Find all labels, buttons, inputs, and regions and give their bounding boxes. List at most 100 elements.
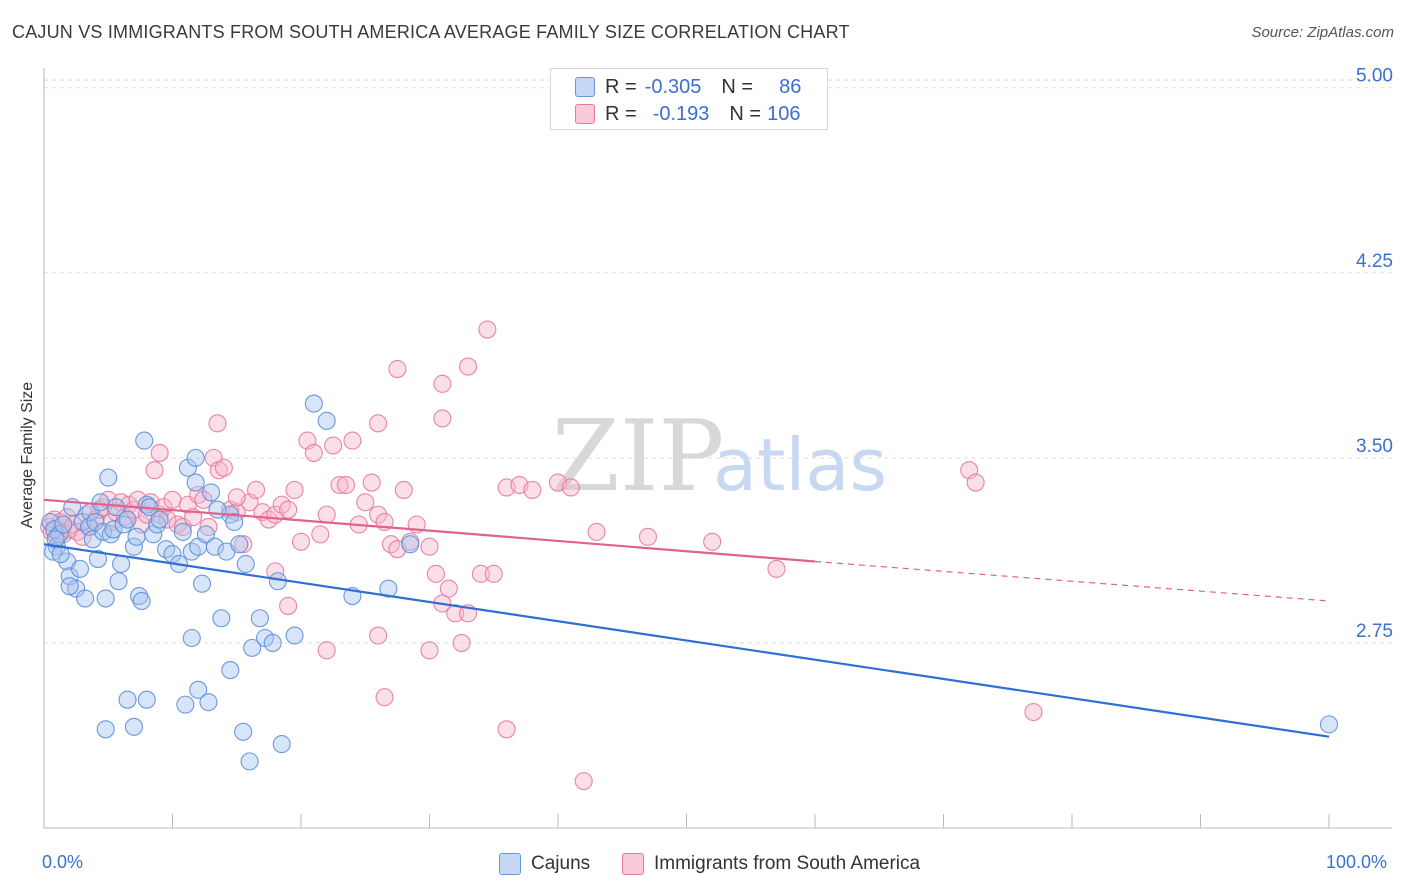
cajuns-point: [317, 411, 336, 430]
legend-n-value: 86: [779, 75, 802, 98]
chart-title: CAJUN VS IMMIGRANTS FROM SOUTH AMERICA A…: [12, 22, 850, 42]
cajuns-point: [196, 525, 215, 544]
cajuns-point: [109, 572, 128, 591]
cajuns-point: [225, 512, 244, 532]
bottom-legend-label-immigrants: Immigrants from South America: [654, 853, 921, 874]
cajuns-point: [91, 493, 110, 512]
bottom-legend-swatch-pink: [622, 853, 644, 875]
immigrants-point: [574, 772, 593, 791]
immigrants-point: [208, 414, 227, 433]
cajuns-point: [132, 591, 151, 611]
immigrants-point: [227, 488, 246, 507]
immigrants-point: [587, 522, 606, 541]
immigrants-point: [433, 409, 452, 428]
immigrants-point: [388, 359, 407, 379]
cajuns-point: [45, 520, 64, 539]
cajuns-point: [202, 483, 221, 502]
immigrants-point: [426, 564, 445, 583]
cajuns-point: [205, 537, 224, 556]
y-tick-label: 4.25: [1356, 251, 1393, 272]
watermark: ZIP atlas: [552, 400, 887, 514]
legend-n-label: N =: [729, 102, 762, 125]
cajuns-point: [285, 626, 304, 645]
cajuns-point: [186, 448, 205, 467]
bottom-legend-label-cajuns: Cajuns: [531, 853, 591, 874]
immigrants-point: [199, 517, 218, 537]
cajuns-point: [54, 515, 73, 534]
y-axis-label: Average Family Size: [19, 381, 36, 529]
x-tick-label-max: 100.0%: [1326, 852, 1388, 872]
immigrants-point: [394, 480, 413, 499]
cajuns-point: [1319, 715, 1339, 734]
immigrants-point: [317, 641, 336, 660]
cajuns-point: [208, 500, 227, 519]
cajuns-point: [96, 720, 115, 739]
cajuns-point: [124, 717, 143, 736]
immigrants-point: [471, 564, 490, 583]
legend-r-value: -0.193: [652, 102, 710, 125]
immigrants-point: [433, 374, 452, 393]
trend-line-cajuns: [43, 543, 1330, 738]
immigrants-point: [343, 431, 362, 450]
x-tick-label-min: 0.0%: [42, 852, 84, 872]
immigrants-point: [523, 480, 542, 499]
cajuns-point: [176, 695, 195, 714]
immigrants-point: [497, 720, 516, 739]
immigrants-point: [369, 505, 388, 524]
immigrants-point: [336, 475, 356, 495]
immigrants-point: [458, 357, 478, 376]
cajuns-point: [83, 530, 102, 549]
cajuns-point: [148, 515, 167, 534]
correlation-legend: R = -0.305 N = 86 R = -0.193 N = 106: [550, 68, 828, 130]
cajuns-point: [70, 559, 90, 578]
legend-n-label: N =: [721, 75, 754, 98]
cajuns-point: [182, 628, 201, 648]
immigrants-point: [234, 535, 253, 554]
cajuns-point: [212, 609, 231, 628]
immigrants-point: [330, 475, 349, 495]
trend-lines: [43, 498, 1330, 738]
immigrants-point: [362, 473, 381, 492]
immigrants-point: [285, 480, 304, 499]
immigrants-point: [767, 559, 786, 578]
bottom-legend-immigrants: Immigrants from South America: [622, 852, 920, 876]
cajuns-point: [186, 473, 205, 492]
immigrants-point: [703, 532, 722, 551]
trend-line-immigrants-extension: [814, 560, 1330, 602]
immigrants-point: [145, 461, 164, 480]
immigrants-point: [246, 480, 266, 499]
cajuns-point: [127, 527, 146, 546]
cajuns-point: [60, 577, 79, 596]
cajuns-point: [272, 735, 291, 754]
immigrants-point: [561, 478, 580, 497]
cajuns-point: [150, 510, 169, 529]
cajuns-point: [88, 549, 108, 569]
cajuns-point: [135, 431, 154, 450]
immigrants-point: [150, 443, 169, 462]
y-tick-label: 2.75: [1356, 621, 1393, 642]
cajuns-point: [189, 680, 208, 699]
trend-line-immigrants: [43, 498, 816, 563]
immigrants-point: [439, 579, 458, 598]
bottom-legend-swatch-blue: [499, 853, 521, 875]
y-tick-labels: 2.75 3.50 4.25 5.00: [1356, 66, 1393, 642]
cajuns-point: [221, 661, 240, 680]
bottom-legend-cajuns: Cajuns: [499, 852, 590, 876]
immigrants-point: [638, 527, 658, 546]
cajuns-point: [401, 535, 420, 554]
immigrants-point: [317, 505, 336, 524]
cajuns-point: [178, 458, 197, 477]
cajuns-point: [137, 690, 156, 709]
legend-n-value: 106: [767, 102, 801, 125]
cajuns-point: [263, 633, 282, 652]
immigrants-point: [1024, 702, 1043, 722]
immigrants-point: [369, 626, 388, 645]
cajuns-point: [236, 554, 255, 574]
axes: [43, 68, 1392, 829]
immigrants-point: [279, 500, 298, 519]
immigrants-point: [966, 473, 985, 492]
watermark-atlas: atlas: [713, 423, 887, 507]
cajuns-point: [51, 545, 70, 564]
immigrants-point: [478, 320, 497, 339]
